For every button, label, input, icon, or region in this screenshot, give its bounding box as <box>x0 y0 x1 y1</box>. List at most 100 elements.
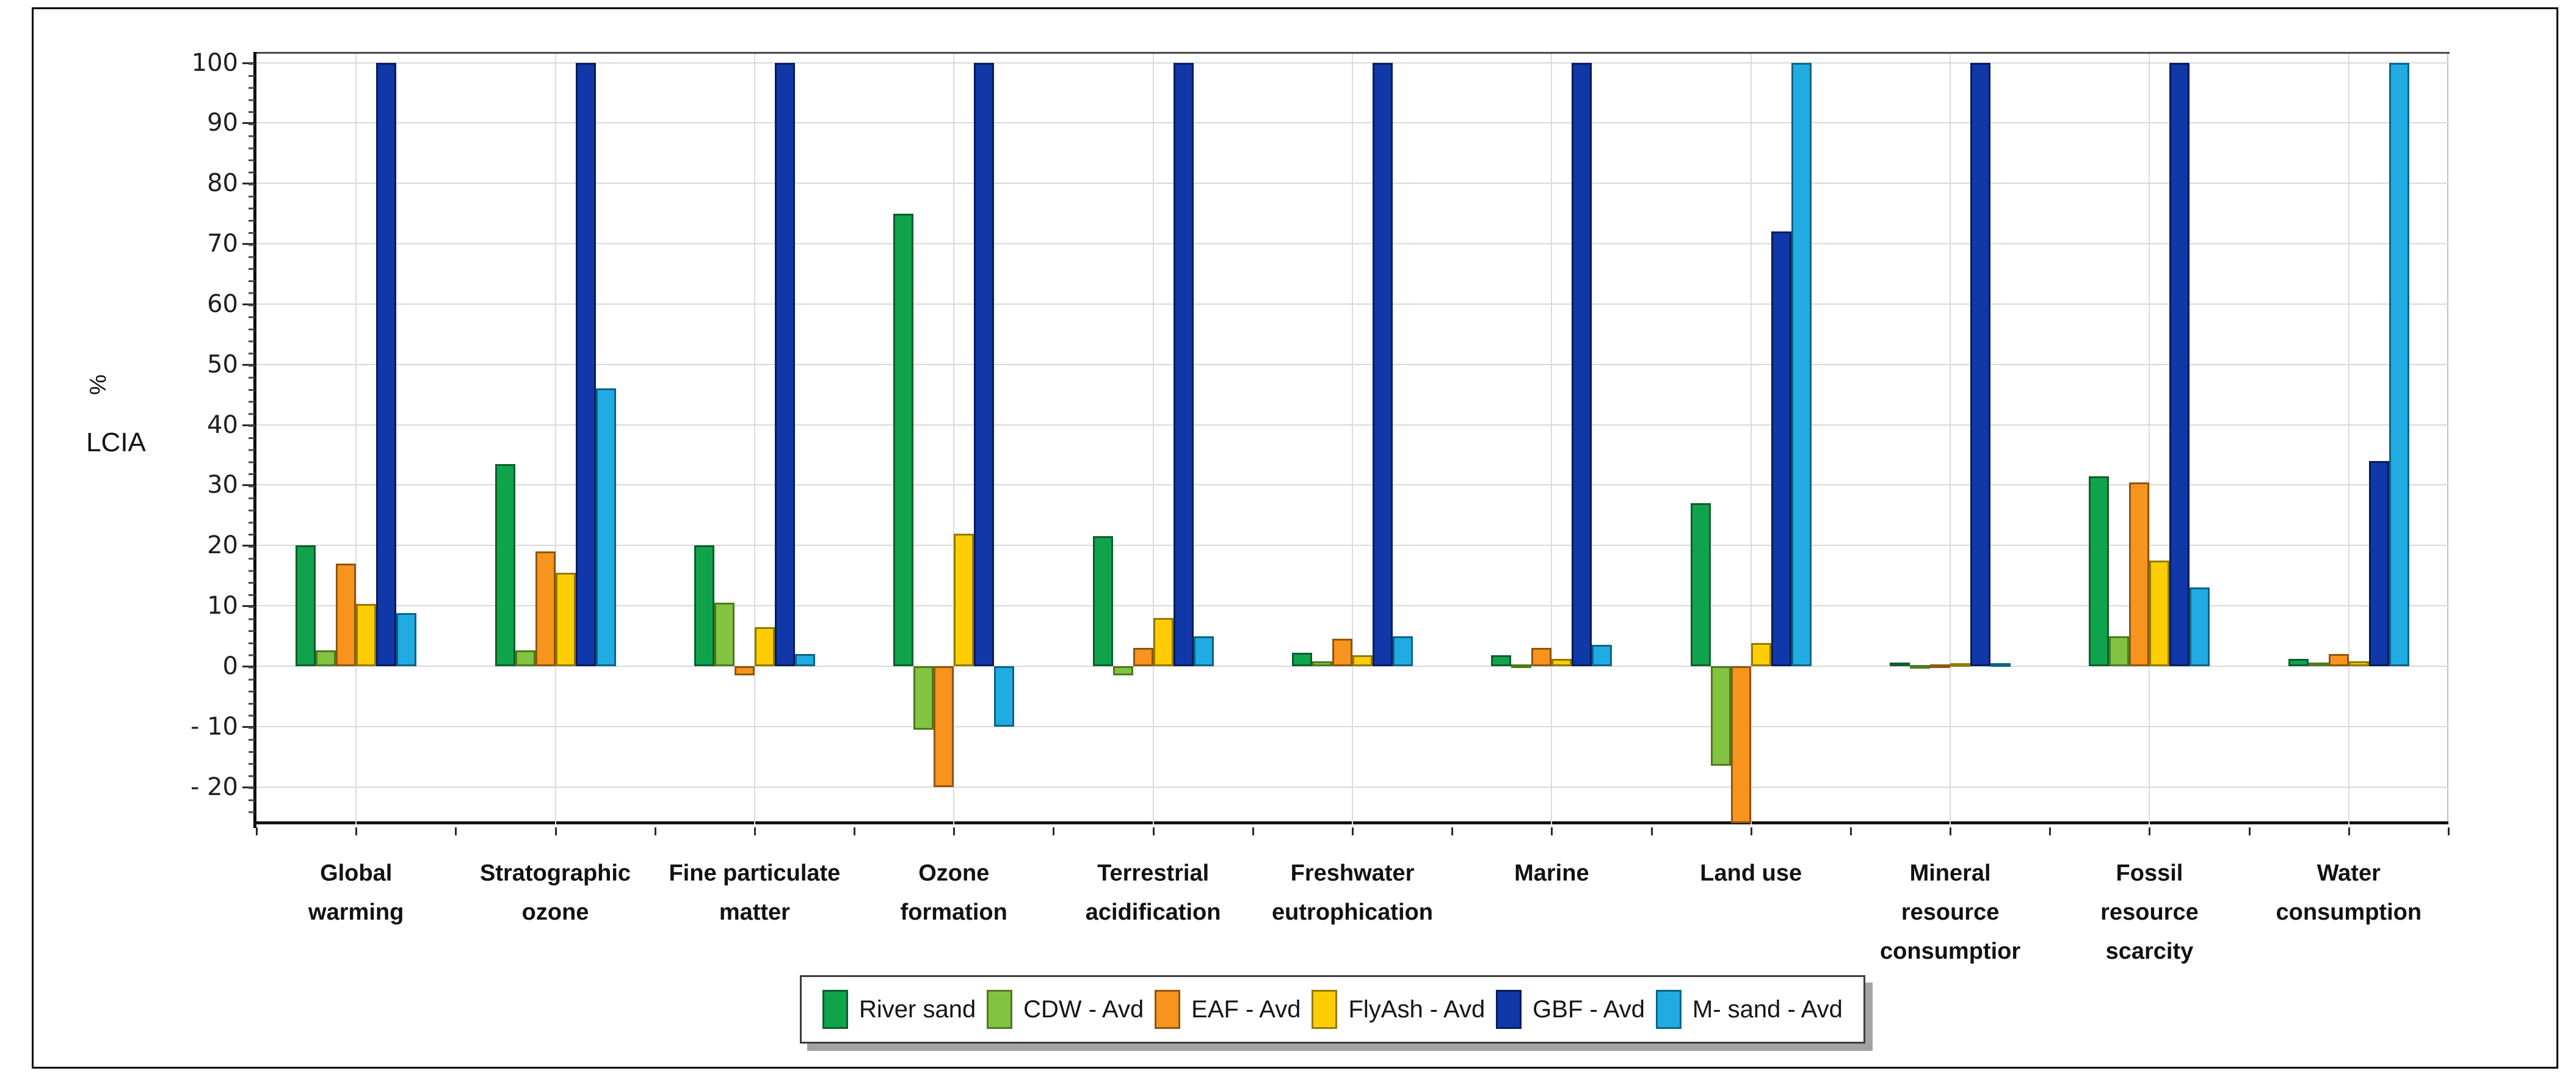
bar-flyash-avd-marine <box>1551 659 1572 666</box>
bar-m-sand-avd-water-consumption <box>2389 62 2409 666</box>
legend-label: FlyAsh - Avd <box>1348 995 1486 1023</box>
y-axis-title: LCIA <box>86 427 146 457</box>
bar-river-sand-stratographic-ozone <box>495 463 515 666</box>
vertical-gridline <box>2348 54 2349 824</box>
y-axis-tick-label: - 10 <box>190 712 238 741</box>
x-axis-line <box>253 821 2448 824</box>
x-axis-tick <box>1849 827 1852 835</box>
bar-river-sand-global-warming <box>296 545 316 666</box>
legend-item-river-sand: River sand <box>822 990 976 1029</box>
y-axis-tick <box>242 122 253 125</box>
legend-swatch <box>987 990 1013 1029</box>
y-axis-tick-label: 60 <box>207 289 238 318</box>
bar-m-sand-avd-fine-particulate-matter <box>794 654 815 666</box>
x-axis-tick <box>355 827 358 835</box>
bar-flyash-avd-land-use <box>1751 643 1771 666</box>
legend-item-cdw-avd: CDW - Avd <box>987 990 1144 1029</box>
x-axis-tick <box>2049 827 2052 835</box>
bar-m-sand-avd-terrestrial-acidification <box>1193 636 1214 666</box>
y-axis-tick <box>242 605 253 608</box>
bar-river-sand-water-consumption <box>2288 659 2309 666</box>
legend-item-m-sand-avd: M- sand - Avd <box>1655 990 1843 1029</box>
x-axis-tick <box>455 827 457 835</box>
horizontal-gridline <box>256 243 2448 245</box>
bar-gbf-avd-terrestrial-acidification <box>1173 62 1194 666</box>
bar-river-sand-land-use <box>1690 503 1711 666</box>
y-axis-tick <box>242 303 253 305</box>
bar-river-sand-marine <box>1491 655 1512 666</box>
y-axis-tick-label: - 20 <box>190 772 238 801</box>
plot-area <box>253 52 2450 828</box>
bar-river-sand-fine-particulate-matter <box>694 545 714 666</box>
bar-m-sand-avd-land-use <box>1791 62 1812 666</box>
chart-legend: River sand CDW - Avd EAF - Avd FlyAsh - Avd… <box>800 975 1865 1044</box>
x-axis-tick <box>1750 827 1752 835</box>
y-axis-tick-label: 30 <box>207 471 238 500</box>
bar-river-sand-fossil-resource-scarcity <box>2089 476 2110 666</box>
bar-cdw-avd-marine <box>1511 664 1532 669</box>
bar-eaf-avd-fossil-resource-scarcity <box>2129 482 2150 666</box>
bar-flyash-avd-global-warming <box>356 604 377 666</box>
bar-flyash-avd-mineral-resource-consumptior <box>1950 663 1971 667</box>
bar-cdw-avd-land-use <box>1710 666 1731 766</box>
legend-item-eaf-avd: EAF - Avd <box>1155 990 1301 1029</box>
y-axis-tick-label: 40 <box>207 410 238 439</box>
y-axis-tick-label: 20 <box>207 531 238 560</box>
y-axis-tick <box>242 545 253 547</box>
vertical-gridline <box>554 54 556 824</box>
plot-top-border <box>253 52 2450 54</box>
bar-gbf-avd-marine <box>1572 62 1592 666</box>
bar-eaf-avd-stratographic-ozone <box>535 551 556 666</box>
x-axis-category-label: Terrestrial acidification <box>1085 860 1221 925</box>
bar-flyash-avd-freshwater-eutrophication <box>1352 655 1373 666</box>
x-axis-category-label: Marine <box>1514 860 1589 886</box>
y-axis-tick <box>242 363 253 366</box>
x-axis-category-label: Fine particulate matter <box>669 860 841 925</box>
bar-eaf-avd-freshwater-eutrophication <box>1332 638 1352 666</box>
bar-m-sand-avd-fossil-resource-scarcity <box>2190 587 2210 666</box>
bar-m-sand-avd-marine <box>1592 645 1613 666</box>
bar-m-sand-avd-global-warming <box>396 613 417 666</box>
y-axis-tick-label: 80 <box>207 169 238 198</box>
horizontal-gridline <box>256 62 2448 64</box>
x-axis-tick <box>1152 827 1155 835</box>
bar-gbf-avd-water-consumption <box>2368 460 2389 666</box>
bar-flyash-avd-fossil-resource-scarcity <box>2149 561 2170 666</box>
plot-right-border <box>2447 54 2448 824</box>
x-axis-category-label: Stratographic ozone <box>480 860 631 925</box>
y-axis-tick <box>242 725 253 728</box>
bar-m-sand-avd-freshwater-eutrophication <box>1393 636 1413 666</box>
vertical-gridline <box>355 54 357 824</box>
horizontal-gridline <box>256 545 2448 547</box>
legend-label: M- sand - Avd <box>1692 995 1843 1023</box>
x-axis-tick <box>1451 827 1454 835</box>
x-axis-tick <box>654 827 656 835</box>
y-axis-tick <box>242 243 253 245</box>
bar-gbf-avd-fossil-resource-scarcity <box>2169 62 2190 666</box>
y-axis-tick-label: 100 <box>191 48 238 77</box>
bar-m-sand-avd-ozone-formation <box>994 666 1015 727</box>
bar-cdw-avd-mineral-resource-consumptior <box>1910 665 1931 669</box>
vertical-gridline <box>753 54 755 824</box>
legend-label: River sand <box>859 995 976 1023</box>
legend-swatch <box>1496 990 1522 1029</box>
y-axis-tick-label: 70 <box>207 230 238 258</box>
bar-gbf-avd-mineral-resource-consumptior <box>1970 62 1991 666</box>
vertical-gridline <box>1152 54 1154 824</box>
y-axis-tick-label: 0 <box>222 652 238 680</box>
y-axis-tick <box>242 424 253 426</box>
legend-label: GBF - Avd <box>1533 995 1645 1023</box>
vertical-gridline <box>953 54 955 824</box>
x-axis-tick <box>753 827 756 835</box>
bar-cdw-avd-freshwater-eutrophication <box>1312 661 1332 666</box>
bar-cdw-avd-stratographic-ozone <box>515 650 535 666</box>
x-axis-category-label: Land use <box>1700 860 1802 886</box>
bar-cdw-avd-global-warming <box>316 650 336 666</box>
bar-river-sand-ozone-formation <box>893 213 914 666</box>
y-axis-tick-label: 10 <box>207 592 238 620</box>
bar-eaf-avd-water-consumption <box>2328 654 2349 666</box>
vertical-gridline <box>1950 54 1951 824</box>
x-axis-tick <box>1352 827 1354 835</box>
x-axis-tick <box>1650 827 1653 835</box>
legend-item-flyash-avd: FlyAsh - Avd <box>1312 990 1485 1029</box>
